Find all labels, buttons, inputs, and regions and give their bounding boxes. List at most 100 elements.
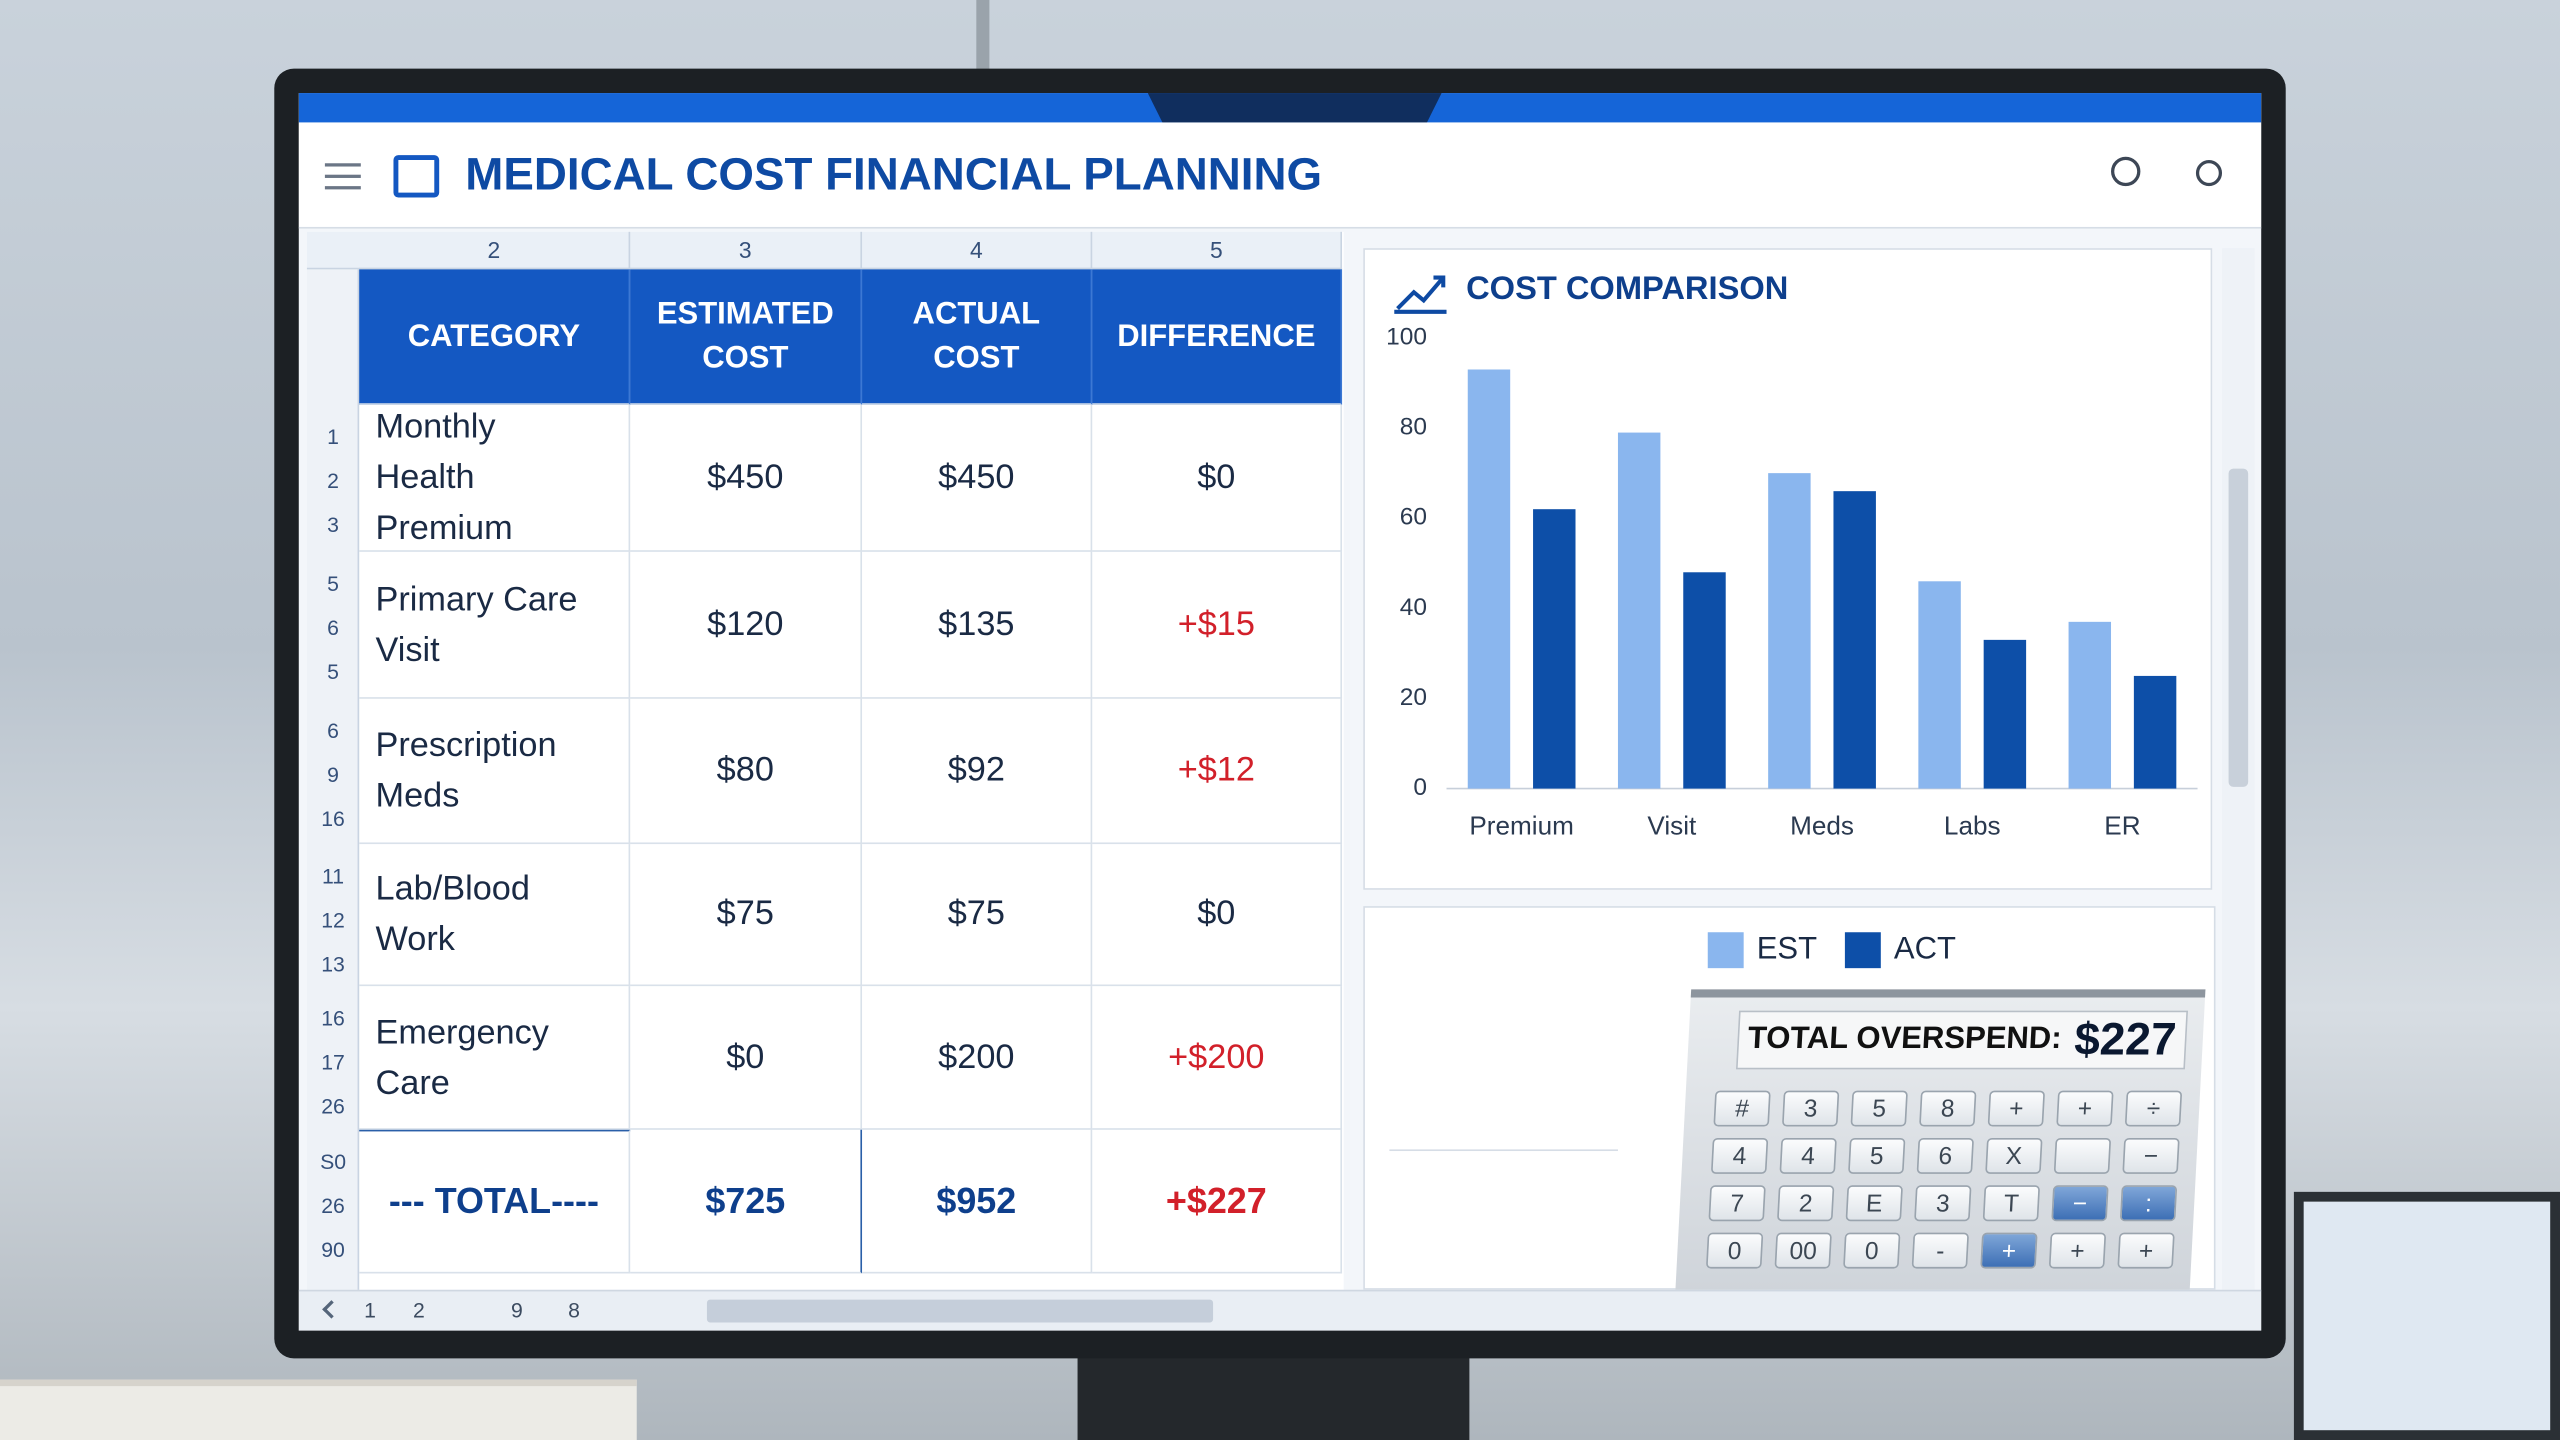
cost-cell: $200 [862,986,1093,1130]
calculator-key-blank[interactable] [2053,1137,2112,1174]
cost-cell: $0 [1092,404,1343,552]
column-header: CATEGORY [359,269,631,405]
calculator-key[interactable]: + [2056,1090,2114,1127]
row-category: Lab/Blood Work [359,844,631,987]
sheet-tab-bar: 1 2 9 8 [298,1289,2262,1331]
calculator-key[interactable]: + [1980,1232,2038,1269]
x-tick-label: Labs [1944,811,2001,841]
row-category: Primary Care Visit [359,551,631,699]
row-number: 90 [321,1237,345,1263]
row-number: 16 [321,1005,345,1031]
calculator-key[interactable]: 4 [1779,1137,1837,1174]
y-tick-label: 80 [1400,414,1427,441]
cost-cell: +$200 [1092,986,1343,1130]
cost-cell: $120 [630,551,863,699]
y-tick-label: 20 [1400,684,1427,711]
sheet-tab[interactable]: 1 [364,1297,376,1323]
second-screen [2293,1191,2560,1440]
cost-cell: +$12 [1092,698,1343,845]
calculator-key[interactable]: + [1987,1090,2046,1127]
calculator-key[interactable]: - [1911,1232,1970,1269]
x-tick-label: Premium [1469,811,1573,841]
legend-swatch [1844,932,1881,969]
calculator-key[interactable]: 2 [1776,1185,1835,1222]
settings-button[interactable] [2195,159,2223,187]
desk-object [0,1379,637,1440]
bar [1768,473,1811,789]
sheet-tab[interactable]: 8 [568,1297,580,1323]
cost-cell: $450 [630,404,863,552]
scrollbar[interactable] [2222,248,2255,1294]
horizontal-scroll[interactable] [706,1299,1214,1323]
cost-cell: $92 [862,698,1093,845]
calculator-key[interactable]: − [2122,1137,2180,1174]
calculator-key[interactable]: + [2117,1232,2175,1269]
calculator-key[interactable]: 00 [1774,1232,1832,1269]
row-number: 2 [327,468,339,494]
summary-panel: EST ACT TOTAL OVERSPEND: $227 #3 5 8 + + ÷ 4 4 5 6 X −7… [1363,906,2216,1292]
cost-cell: +$227 [1092,1129,1343,1274]
total-overspend-box: TOTAL OVERSPEND: $227 [1735,1010,2189,1070]
tab-arrow[interactable] [322,1300,341,1319]
calculator-key[interactable]: 4 [1710,1137,1769,1174]
column-header: ESTIMATED COST [630,269,863,405]
row-number: 16 [321,806,345,832]
calculator-key[interactable]: 5 [1848,1137,1906,1174]
cost-cell: $0 [630,986,863,1130]
y-tick-label: 60 [1400,504,1427,531]
column-header: ACTUAL COST [862,269,1093,405]
calculator-key[interactable]: 6 [1916,1137,1975,1174]
app-icon [393,155,440,198]
row-number: 3 [327,512,339,538]
calculator-key[interactable]: X [1985,1137,2043,1174]
cost-cell: $725 [630,1129,863,1274]
calculator-key[interactable]: 3 [1781,1090,1840,1127]
row-number: 5 [327,659,339,685]
row-number: 11 [322,863,345,889]
spreadsheet: 2 3 4 5 CATEGORY ESTIMATED COST ACTUAL COST DIF… [306,231,1344,1294]
calculator-key[interactable]: T [1982,1185,2041,1222]
row-number: 13 [321,951,345,977]
calculator-key[interactable]: 0 [1705,1232,1764,1269]
y-tick-label: 0 [1413,774,1427,801]
cost-cell: $952 [862,1129,1093,1274]
bar [1833,491,1876,789]
column-letter: 4 [862,231,1093,270]
cost-cell: $135 [862,551,1093,699]
calculator-key[interactable]: ÷ [2124,1090,2183,1127]
chart-title: COST COMPARISON [1466,269,1788,306]
bar [1983,639,2027,789]
search-button[interactable] [2111,156,2141,187]
chart: COST COMPARISON 0 20 40 60 80 100 Premium Visit M… [1386,269,2198,841]
calculator-key[interactable]: − [2051,1185,2109,1222]
calculator-key[interactable]: 0 [1843,1232,1901,1269]
app-title: MEDICAL COST FINANCIAL PLANNING [465,148,1323,200]
bar [2068,621,2112,789]
row-number: 1 [327,424,339,449]
screen: MEDICAL COST FINANCIAL PLANNING 2 3 4 5 CATE… [298,93,2262,1331]
calculator-key[interactable]: + [2048,1232,2107,1269]
column-header: DIFFERENCE [1092,269,1343,405]
calculator-key[interactable]: 7 [1708,1185,1766,1222]
calculator-key[interactable]: 8 [1919,1090,1977,1127]
summary-label: TOTAL OVERSPEND: [1746,1022,2063,1057]
cost-cell: $75 [862,844,1093,987]
row-category: Monthly Health Premium [359,404,631,552]
row-category: Emergency Care [359,986,631,1130]
sheet-tab[interactable]: 2 [413,1297,425,1323]
calculator-key[interactable]: 3 [1914,1185,1972,1222]
column-letter: 3 [630,231,863,270]
row-number-gutter [306,269,360,1294]
summary-value: $227 [2073,1013,2178,1065]
calculator-key[interactable]: : [2119,1185,2178,1222]
cost-cell: $0 [1092,844,1343,987]
app-header: MEDICAL COST FINANCIAL PLANNING [298,122,2262,229]
legend-swatch [1707,932,1744,969]
calculator-key[interactable]: # [1713,1090,1771,1127]
calculator-key[interactable]: 5 [1850,1090,1908,1127]
sheet-tab[interactable]: 9 [511,1297,523,1323]
menu-button[interactable] [324,163,361,190]
top-bar-notch [1147,93,1442,123]
column-letter: 5 [1092,231,1343,270]
calculator-key[interactable]: E [1845,1185,1903,1222]
